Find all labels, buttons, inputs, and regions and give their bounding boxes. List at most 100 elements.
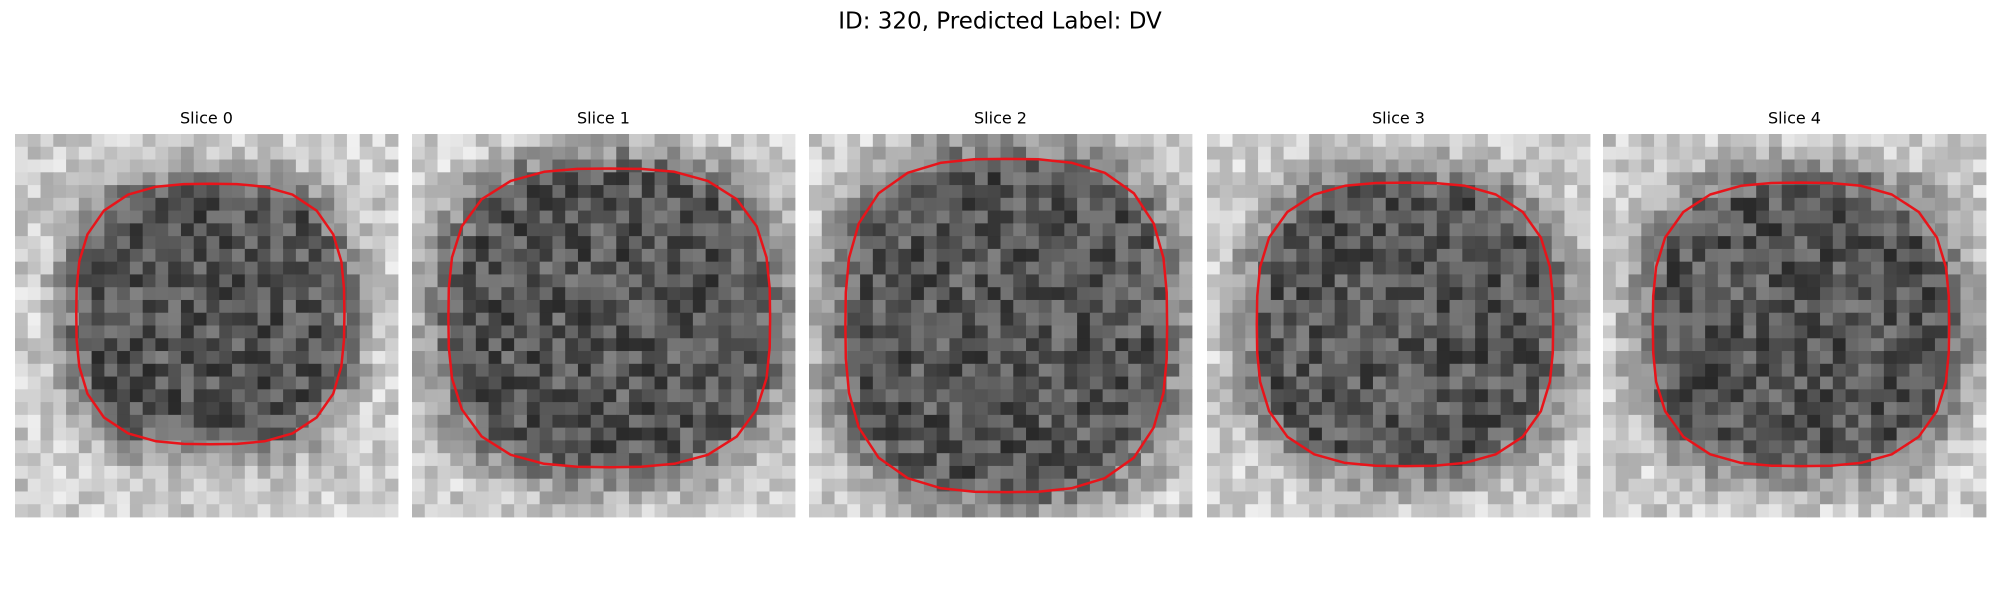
pixel	[1270, 197, 1284, 211]
pixel	[987, 491, 1001, 505]
pixel	[603, 172, 617, 186]
pixel	[27, 299, 41, 314]
pixel	[1564, 363, 1578, 377]
pixel	[705, 376, 719, 390]
pixel	[1743, 338, 1757, 352]
pixel	[206, 453, 220, 467]
pixel	[1166, 414, 1180, 429]
pixel	[129, 325, 144, 339]
pixel	[705, 504, 719, 518]
pixel	[860, 274, 874, 288]
pixel	[616, 440, 630, 454]
pixel	[1347, 402, 1361, 416]
pixel	[1641, 134, 1655, 148]
pixel	[257, 261, 271, 275]
pixel	[1577, 389, 1591, 403]
pixel	[359, 414, 373, 429]
pixel	[437, 236, 451, 250]
pixel	[1973, 402, 1987, 416]
pixel	[1026, 274, 1040, 288]
pixel	[1296, 274, 1310, 288]
pixel	[321, 338, 335, 352]
pixel	[1487, 389, 1502, 403]
pixel	[1947, 312, 1961, 326]
pixel	[974, 261, 989, 275]
pixel	[1436, 351, 1450, 365]
pixel	[911, 440, 925, 454]
pixel	[1692, 414, 1706, 429]
pixel	[1781, 478, 1795, 492]
pixel	[590, 236, 604, 250]
pixel	[1372, 440, 1387, 454]
pixel	[450, 172, 464, 186]
pixel	[206, 491, 220, 505]
pixel	[1462, 338, 1476, 352]
pixel	[1385, 351, 1399, 365]
pixel	[809, 376, 823, 390]
pixel	[1858, 172, 1872, 186]
pixel	[1820, 440, 1834, 454]
pixel	[1038, 338, 1052, 352]
pixel	[1372, 491, 1387, 505]
pixel	[936, 236, 950, 250]
pixel	[1487, 210, 1502, 224]
pixel	[1973, 414, 1987, 429]
pixel	[1026, 261, 1040, 275]
pixel	[539, 159, 553, 173]
pixel	[1219, 210, 1233, 224]
pixel	[412, 402, 426, 416]
pixel	[283, 325, 297, 339]
pixel	[629, 274, 643, 288]
pixel	[1807, 210, 1821, 224]
pixel	[155, 197, 169, 211]
pixel	[27, 197, 41, 211]
pixel	[1807, 491, 1821, 505]
pixel	[1360, 261, 1374, 275]
pixel	[1449, 325, 1463, 339]
pixel	[782, 376, 796, 390]
pixel	[501, 312, 515, 326]
pixel	[1947, 172, 1961, 186]
pixel	[769, 440, 783, 454]
pixel	[1270, 440, 1284, 454]
pixel	[1245, 465, 1259, 480]
pixel	[1909, 363, 1923, 377]
pixel	[15, 197, 29, 211]
pixel	[1641, 299, 1655, 314]
pixel	[629, 478, 643, 492]
pixel	[526, 185, 541, 199]
pixel	[168, 134, 182, 148]
pixel	[1934, 351, 1949, 365]
pixel	[692, 440, 707, 454]
pixel	[1179, 223, 1193, 237]
pixel	[1768, 491, 1783, 505]
pixel	[936, 325, 950, 339]
pixel	[270, 363, 284, 377]
pixel	[206, 185, 220, 199]
pixel	[1666, 134, 1680, 148]
pixel	[1973, 248, 1987, 263]
pixel	[1705, 236, 1719, 250]
pixel	[1820, 478, 1834, 492]
pixel	[1603, 363, 1617, 377]
pixel	[424, 197, 438, 211]
pixel	[1960, 491, 1974, 505]
pixel	[718, 453, 732, 467]
pixel	[1832, 134, 1846, 148]
pixel	[463, 325, 477, 339]
pixel	[1909, 402, 1923, 416]
pixel	[1360, 223, 1374, 237]
pixel	[180, 172, 195, 186]
pixel	[641, 236, 655, 250]
pixel	[1526, 185, 1540, 199]
pixel	[731, 440, 745, 454]
pixel	[1360, 389, 1374, 403]
pixel	[412, 172, 426, 186]
pixel	[1334, 146, 1348, 160]
pixel	[334, 338, 348, 352]
pixel	[539, 389, 553, 403]
pixel	[283, 414, 297, 429]
pixel	[1411, 185, 1425, 199]
pixel	[27, 440, 41, 454]
pixel	[923, 414, 938, 429]
